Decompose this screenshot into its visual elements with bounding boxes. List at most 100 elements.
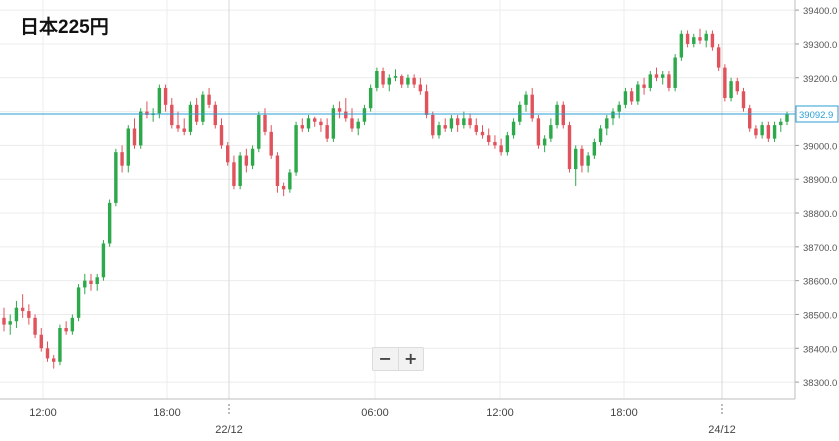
- candle-body: [698, 37, 702, 41]
- candle-body: [375, 71, 379, 88]
- candle-body: [511, 121, 516, 136]
- candle-body: [8, 321, 12, 325]
- x-tick-label: 06:00: [361, 407, 389, 419]
- candle-body: [785, 113, 789, 122]
- candle-body: [238, 155, 242, 186]
- candle-body: [406, 77, 410, 85]
- date-label: 22/12: [215, 424, 243, 436]
- candle-body: [393, 76, 398, 78]
- candle-body: [281, 185, 286, 190]
- candle-body: [244, 155, 249, 166]
- candle-body: [101, 243, 106, 278]
- y-tick-label: 38300.0: [803, 378, 837, 389]
- candle-body: [157, 87, 162, 114]
- candle-body: [76, 287, 81, 318]
- candle-body: [592, 142, 597, 156]
- candle-body: [661, 74, 665, 78]
- y-tick-label: 39400.0: [803, 6, 837, 17]
- candle-body: [648, 74, 652, 88]
- candle-body: [667, 74, 671, 88]
- candle-body: [226, 145, 230, 163]
- candle-body: [760, 125, 764, 136]
- candle-body: [350, 118, 354, 129]
- candle-body: [132, 128, 137, 146]
- candle-body: [524, 94, 528, 105]
- candle-body: [617, 104, 621, 112]
- x-tick-label: 12:00: [486, 407, 514, 419]
- candle-body: [201, 94, 205, 122]
- candle-body: [779, 121, 783, 126]
- candle-body: [605, 118, 609, 129]
- candle-body: [555, 104, 559, 126]
- candle-body: [337, 108, 342, 112]
- candle-body: [772, 125, 777, 139]
- candle-body: [455, 118, 460, 126]
- candle-body: [418, 84, 423, 92]
- candle-body: [754, 128, 758, 136]
- candle-body: [449, 118, 454, 129]
- candle-body: [219, 125, 224, 146]
- candle-body: [692, 37, 696, 44]
- candle-body: [474, 125, 478, 132]
- candle-body: [89, 280, 93, 285]
- candle-body: [2, 317, 6, 325]
- candle-body: [387, 77, 391, 85]
- candle-body: [431, 114, 435, 136]
- candle-body: [170, 104, 174, 126]
- candle-body: [83, 280, 87, 288]
- zoom-out-button[interactable]: −: [378, 349, 392, 368]
- candle-body: [33, 317, 37, 335]
- current-price-box: [795, 105, 839, 123]
- candle-body: [424, 91, 429, 115]
- candle-body: [723, 67, 727, 99]
- candle-body: [704, 33, 708, 41]
- candle-body: [45, 348, 50, 359]
- candle-body: [654, 74, 659, 78]
- candle-body: [257, 114, 261, 149]
- y-tick-label: 39200.0: [803, 74, 837, 85]
- candle-body: [574, 148, 578, 170]
- candle-body: [642, 84, 646, 88]
- candle-body: [294, 125, 298, 173]
- candle-body: [325, 125, 329, 139]
- candle-body: [64, 327, 68, 332]
- candle-body: [269, 131, 273, 156]
- candle-body: [362, 108, 367, 122]
- candle-body: [468, 118, 472, 126]
- candle-body: [300, 125, 304, 129]
- x-tick-label: 18:00: [610, 407, 638, 419]
- candle-body: [145, 111, 149, 115]
- candle-body: [542, 138, 547, 146]
- candle-body: [139, 111, 143, 146]
- candle-body: [313, 118, 317, 122]
- candle-body: [766, 125, 771, 139]
- candle-body: [306, 118, 311, 129]
- y-tick-label: 38800.0: [803, 209, 837, 220]
- candle-body: [368, 87, 373, 109]
- candle-body: [14, 307, 19, 322]
- candle-body: [319, 121, 323, 126]
- candle-body: [567, 125, 572, 170]
- candle-body: [487, 135, 491, 143]
- candle-body: [716, 47, 721, 68]
- candle-body: [182, 128, 186, 132]
- candle-body: [437, 125, 441, 136]
- date-label: 24/12: [708, 424, 736, 436]
- candle-body: [114, 152, 118, 203]
- candle-body: [163, 87, 168, 105]
- candle-body: [331, 108, 336, 139]
- candle-body: [735, 81, 739, 92]
- candle-body: [673, 57, 677, 88]
- candle-body: [499, 145, 503, 153]
- candle-body: [52, 358, 56, 362]
- zoom-in-button[interactable]: +: [397, 348, 424, 370]
- candle-body: [58, 327, 62, 362]
- candle-body: [549, 125, 553, 139]
- candle-body: [95, 277, 99, 285]
- candle-body: [107, 202, 112, 244]
- candle-body: [400, 76, 404, 85]
- candle-body: [561, 104, 565, 126]
- candle-body: [611, 111, 615, 119]
- candle-body: [250, 148, 255, 166]
